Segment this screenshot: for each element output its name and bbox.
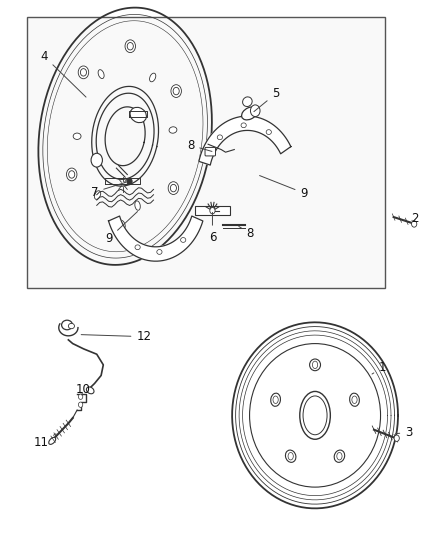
Ellipse shape — [242, 107, 258, 120]
Circle shape — [251, 105, 260, 117]
Circle shape — [115, 220, 125, 233]
Ellipse shape — [266, 130, 272, 134]
FancyBboxPatch shape — [205, 148, 215, 156]
Circle shape — [171, 85, 181, 98]
Text: 3: 3 — [396, 426, 413, 439]
Ellipse shape — [243, 97, 252, 107]
Ellipse shape — [130, 107, 146, 123]
Text: 1: 1 — [372, 361, 386, 374]
Circle shape — [69, 171, 75, 178]
Circle shape — [78, 402, 83, 407]
Circle shape — [117, 223, 123, 230]
Text: 9: 9 — [260, 175, 308, 200]
Circle shape — [173, 87, 179, 95]
Ellipse shape — [286, 450, 296, 462]
Circle shape — [67, 168, 77, 181]
Text: 8: 8 — [239, 227, 254, 240]
Text: 7: 7 — [91, 182, 126, 199]
Text: 6: 6 — [208, 212, 216, 244]
Ellipse shape — [135, 245, 140, 249]
Ellipse shape — [350, 393, 359, 406]
Circle shape — [91, 154, 102, 167]
Ellipse shape — [62, 320, 73, 330]
Ellipse shape — [273, 396, 278, 403]
Ellipse shape — [352, 396, 357, 403]
Circle shape — [412, 221, 417, 227]
Ellipse shape — [98, 70, 104, 78]
Ellipse shape — [169, 127, 177, 133]
Ellipse shape — [68, 324, 74, 329]
Circle shape — [394, 435, 399, 441]
Ellipse shape — [310, 359, 321, 370]
Circle shape — [210, 207, 215, 214]
Ellipse shape — [135, 201, 140, 211]
Ellipse shape — [180, 238, 186, 243]
Text: 5: 5 — [254, 87, 279, 111]
Circle shape — [78, 66, 88, 79]
Ellipse shape — [73, 133, 81, 140]
Bar — [27, 17, 385, 288]
Circle shape — [125, 40, 135, 53]
Ellipse shape — [86, 387, 94, 394]
Ellipse shape — [49, 438, 56, 445]
Text: 8: 8 — [187, 139, 212, 152]
Circle shape — [81, 69, 87, 76]
Ellipse shape — [312, 361, 318, 368]
Ellipse shape — [337, 453, 342, 460]
Text: 2: 2 — [404, 212, 418, 225]
Text: 10: 10 — [75, 383, 90, 397]
Polygon shape — [77, 394, 86, 410]
Circle shape — [168, 182, 179, 195]
Text: 11: 11 — [33, 434, 56, 449]
Text: 4: 4 — [41, 50, 86, 97]
Ellipse shape — [217, 135, 223, 140]
Polygon shape — [199, 116, 291, 165]
Ellipse shape — [250, 344, 381, 487]
Ellipse shape — [149, 73, 156, 82]
Circle shape — [170, 184, 177, 192]
Circle shape — [127, 43, 133, 50]
Text: 9: 9 — [105, 212, 138, 245]
Ellipse shape — [334, 450, 345, 462]
Ellipse shape — [95, 191, 101, 199]
Ellipse shape — [303, 396, 327, 435]
Text: 12: 12 — [81, 330, 152, 343]
Ellipse shape — [157, 249, 162, 254]
Ellipse shape — [288, 453, 293, 460]
Ellipse shape — [241, 123, 246, 128]
Ellipse shape — [300, 391, 330, 439]
FancyBboxPatch shape — [194, 206, 230, 215]
Ellipse shape — [271, 393, 280, 406]
Circle shape — [127, 178, 132, 184]
Polygon shape — [109, 216, 203, 261]
Circle shape — [78, 394, 83, 399]
